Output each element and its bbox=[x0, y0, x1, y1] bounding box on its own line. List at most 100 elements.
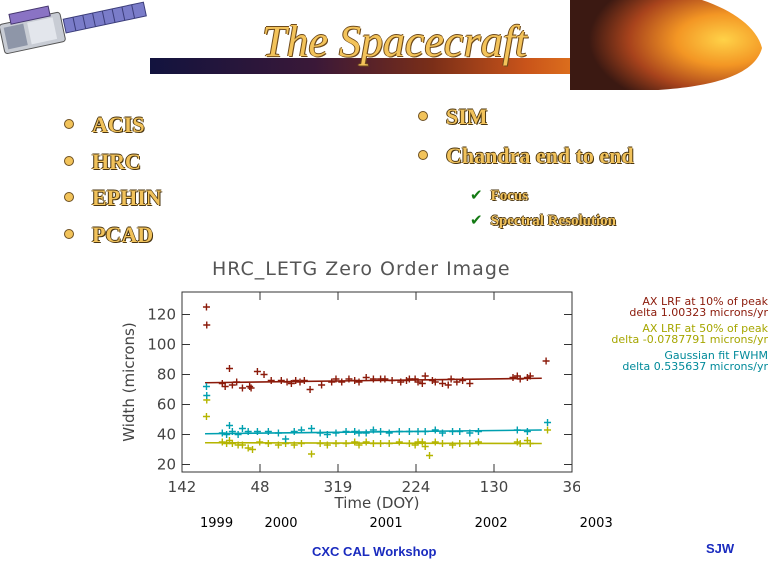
data-point bbox=[300, 377, 308, 384]
data-point bbox=[345, 375, 353, 383]
data-point bbox=[318, 381, 326, 389]
bullet-dot-icon bbox=[418, 149, 428, 160]
data-point bbox=[228, 428, 236, 435]
bullet-label: HRC bbox=[92, 149, 141, 174]
data-point bbox=[377, 428, 385, 435]
data-point bbox=[238, 425, 246, 432]
data-point bbox=[264, 440, 272, 447]
x-axis-label: Time (DOY) bbox=[334, 494, 420, 512]
data-point bbox=[233, 378, 241, 386]
data-point bbox=[203, 392, 211, 399]
data-point bbox=[544, 419, 552, 426]
data-point bbox=[355, 378, 363, 386]
data-point bbox=[355, 441, 363, 449]
data-point bbox=[274, 441, 282, 449]
y-tick-label: 100 bbox=[147, 336, 176, 354]
data-point bbox=[218, 429, 226, 437]
bullet-ephin: EPHIN bbox=[64, 185, 162, 211]
data-point bbox=[405, 440, 413, 447]
data-point bbox=[431, 378, 439, 386]
data-point bbox=[225, 365, 233, 372]
comet-banner-graphic bbox=[150, 0, 762, 90]
footer-workshop-label: CXC CAL Workshop bbox=[312, 544, 437, 559]
data-point bbox=[351, 438, 359, 446]
data-point bbox=[377, 440, 385, 447]
bullet-sim: SIM bbox=[418, 104, 488, 130]
data-point bbox=[244, 428, 252, 435]
bullet-label: ACIS bbox=[92, 112, 145, 137]
data-point bbox=[218, 438, 226, 446]
data-point bbox=[542, 357, 550, 365]
data-point bbox=[297, 426, 305, 434]
x-tick-label: 142 bbox=[168, 478, 197, 496]
x-tick-label: 224 bbox=[402, 478, 431, 496]
page-title: The Spacecraft bbox=[262, 17, 528, 66]
bullet-label: Chandra end to end bbox=[446, 143, 634, 168]
data-point bbox=[247, 384, 255, 392]
sub-item-label: Focus bbox=[490, 188, 529, 204]
bullet-dot-icon bbox=[64, 155, 74, 166]
sub-item-spectral-resolution: ✔ Spectral Resolution bbox=[470, 211, 616, 230]
footer-initials: SJW bbox=[706, 541, 735, 556]
data-point bbox=[414, 378, 422, 386]
data-point bbox=[513, 426, 521, 434]
data-point bbox=[202, 413, 210, 420]
data-point bbox=[516, 375, 524, 383]
data-point bbox=[283, 378, 291, 386]
data-point bbox=[369, 375, 377, 383]
data-point bbox=[296, 378, 304, 386]
data-point bbox=[362, 374, 370, 381]
data-point bbox=[323, 441, 331, 449]
data-point bbox=[249, 446, 257, 453]
data-point bbox=[385, 429, 393, 437]
data-point bbox=[253, 368, 261, 375]
data-point bbox=[246, 383, 254, 390]
data-point bbox=[397, 378, 405, 386]
data-point bbox=[466, 380, 474, 387]
legend-fit: delta 1.00323 microns/yr bbox=[629, 306, 768, 319]
data-point bbox=[388, 377, 396, 384]
data-point bbox=[256, 438, 264, 446]
data-point bbox=[456, 440, 464, 447]
bullet-dot-icon bbox=[418, 110, 428, 121]
data-point bbox=[225, 422, 233, 429]
bullet-acis: ACIS bbox=[64, 112, 145, 138]
data-point bbox=[306, 386, 314, 393]
y-tick-label: 40 bbox=[157, 426, 176, 444]
legend-label: Gaussian fit FWHM bbox=[664, 349, 768, 362]
chart-title: HRC_LETG Zero Order Image bbox=[212, 258, 511, 280]
data-point bbox=[438, 440, 446, 447]
data-point bbox=[369, 440, 377, 447]
satellite-icon bbox=[0, 1, 147, 55]
data-point bbox=[381, 375, 389, 383]
data-point bbox=[526, 440, 534, 447]
bullet-chandra-end-to-end: Chandra end to end bbox=[418, 143, 634, 169]
data-point bbox=[351, 377, 359, 384]
bullet-pcad: PCAD bbox=[64, 222, 153, 248]
data-point bbox=[342, 428, 350, 435]
data-point bbox=[459, 377, 467, 384]
data-point bbox=[418, 380, 426, 387]
year-label: 1999 bbox=[200, 516, 234, 531]
data-point bbox=[453, 378, 461, 386]
data-point bbox=[342, 440, 350, 447]
data-point bbox=[228, 381, 236, 389]
data-point bbox=[332, 429, 340, 437]
y-tick-label: 80 bbox=[157, 366, 176, 384]
year-label: 2001 bbox=[369, 516, 403, 531]
bullet-dot-icon bbox=[64, 228, 74, 239]
data-point bbox=[369, 426, 377, 434]
data-point bbox=[332, 440, 340, 447]
data-point bbox=[282, 435, 290, 443]
legend-label: AX LRF at 50% of peak bbox=[642, 322, 768, 335]
year-label: 2000 bbox=[264, 516, 298, 531]
data-point bbox=[292, 377, 300, 384]
x-tick-label: 48 bbox=[250, 478, 269, 496]
data-point bbox=[509, 374, 517, 381]
legend-fit: delta -0.0787791 microns/yr bbox=[611, 333, 768, 346]
data-point bbox=[466, 440, 474, 447]
data-point bbox=[338, 378, 346, 386]
data-point bbox=[426, 452, 434, 459]
data-point bbox=[287, 380, 295, 387]
bullet-dot-icon bbox=[64, 118, 74, 129]
